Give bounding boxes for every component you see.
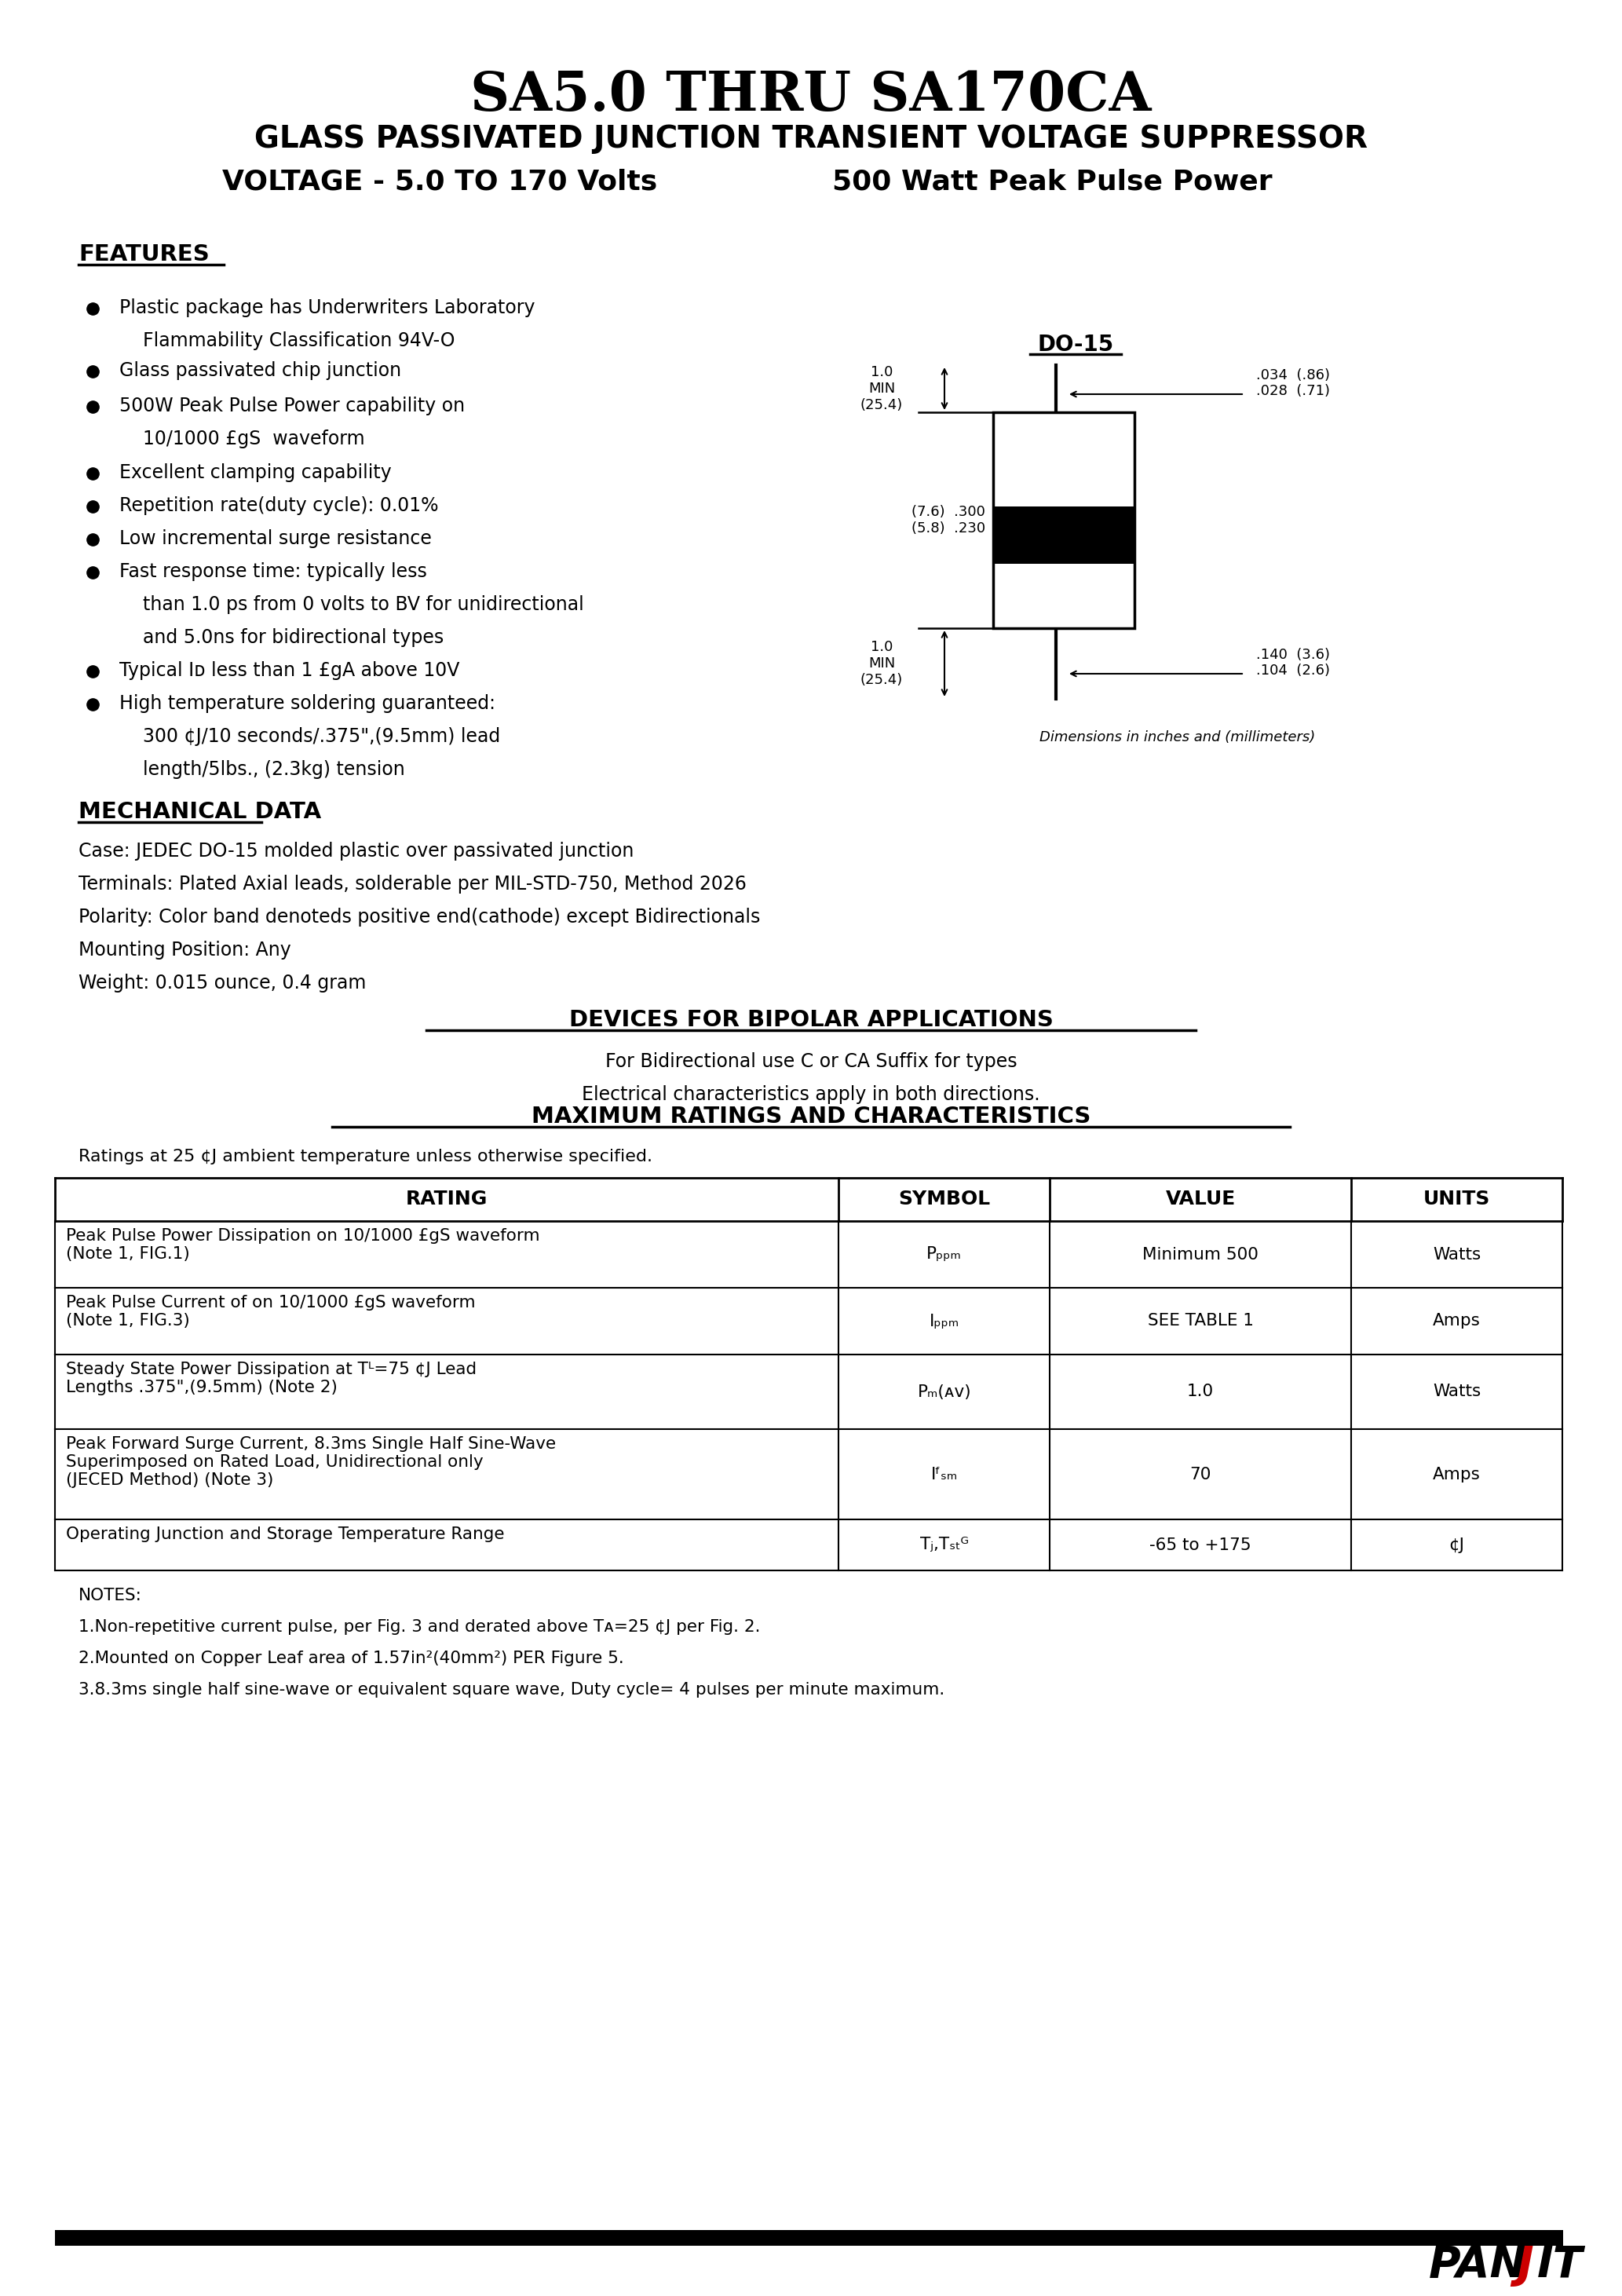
Text: High temperature soldering guaranteed:: High temperature soldering guaranteed:	[120, 693, 495, 714]
Text: MAXIMUM RATINGS AND CHARACTERISTICS: MAXIMUM RATINGS AND CHARACTERISTICS	[532, 1107, 1090, 1127]
Text: 10/1000 £gS  waveform: 10/1000 £gS waveform	[120, 429, 365, 448]
Text: length/5lbs., (2.3kg) tension: length/5lbs., (2.3kg) tension	[120, 760, 406, 778]
Text: NOTES:: NOTES:	[78, 1589, 143, 1603]
Text: Repetition rate(duty cycle): 0.01%: Repetition rate(duty cycle): 0.01%	[120, 496, 438, 514]
Bar	[993, 507, 1134, 565]
Text: Low incremental surge resistance: Low incremental surge resistance	[120, 530, 431, 549]
Text: Fast response time: typically less: Fast response time: typically less	[120, 563, 427, 581]
Text: VOLTAGE - 5.0 TO 170 Volts: VOLTAGE - 5.0 TO 170 Volts	[222, 170, 657, 195]
Text: Terminals: Plated Axial leads, solderable per MIL-STD-750, Method 2026: Terminals: Plated Axial leads, solderabl…	[78, 875, 746, 893]
Text: GLASS PASSIVATED JUNCTION TRANSIENT VOLTAGE SUPPRESSOR: GLASS PASSIVATED JUNCTION TRANSIENT VOLT…	[255, 124, 1367, 154]
Text: Weight: 0.015 ounce, 0.4 gram: Weight: 0.015 ounce, 0.4 gram	[78, 974, 367, 992]
Text: -65 to +175: -65 to +175	[1150, 1536, 1252, 1552]
Text: .140  (3.6)
.104  (2.6): .140 (3.6) .104 (2.6)	[1255, 647, 1330, 677]
Text: VALUE: VALUE	[1166, 1189, 1236, 1210]
Text: Amps: Amps	[1432, 1313, 1481, 1329]
Text: (7.6)  .300
(5.8)  .230: (7.6) .300 (5.8) .230	[912, 505, 985, 535]
Text: For Bidirectional use C or CA Suffix for types: For Bidirectional use C or CA Suffix for…	[605, 1052, 1017, 1070]
Text: 1.0
MIN
(25.4): 1.0 MIN (25.4)	[860, 641, 903, 687]
Text: UNITS: UNITS	[1422, 1189, 1491, 1210]
Text: 500 Watt Peak Pulse Power: 500 Watt Peak Pulse Power	[832, 170, 1272, 195]
Text: Watts: Watts	[1432, 1384, 1481, 1401]
Text: MECHANICAL DATA: MECHANICAL DATA	[78, 801, 321, 822]
Text: DEVICES FOR BIPOLAR APPLICATIONS: DEVICES FOR BIPOLAR APPLICATIONS	[569, 1008, 1053, 1031]
Bar	[993, 413, 1134, 629]
Text: IT: IT	[1538, 2243, 1583, 2287]
Text: Dimensions in inches and (millimeters): Dimensions in inches and (millimeters)	[1040, 730, 1315, 744]
Text: Tⱼ,Tₛₜᴳ: Tⱼ,Tₛₜᴳ	[920, 1536, 968, 1552]
Text: Peak Pulse Current of on 10/1000 £gS waveform
(Note 1, FIG.3): Peak Pulse Current of on 10/1000 £gS wav…	[67, 1295, 475, 1329]
Text: Operating Junction and Storage Temperature Range: Operating Junction and Storage Temperatu…	[67, 1527, 504, 1543]
Text: Ratings at 25 ¢J ambient temperature unless otherwise specified.: Ratings at 25 ¢J ambient temperature unl…	[78, 1148, 652, 1164]
Text: than 1.0 ps from 0 volts to BV for unidirectional: than 1.0 ps from 0 volts to BV for unidi…	[120, 595, 584, 613]
Text: SYMBOL: SYMBOL	[899, 1189, 991, 1210]
Text: Peak Pulse Power Dissipation on 10/1000 £gS waveform
(Note 1, FIG.1): Peak Pulse Power Dissipation on 10/1000 …	[67, 1228, 540, 1263]
Text: 1.Non-repetitive current pulse, per Fig. 3 and derated above Tᴀ=25 ¢J per Fig. 2: 1.Non-repetitive current pulse, per Fig.…	[78, 1619, 761, 1635]
Text: Mounting Position: Any: Mounting Position: Any	[78, 941, 290, 960]
Text: Flammability Classification 94V-O: Flammability Classification 94V-O	[120, 331, 454, 351]
Text: Amps: Amps	[1432, 1467, 1481, 1483]
Text: J: J	[1517, 2243, 1533, 2287]
Text: Minimum 500: Minimum 500	[1142, 1247, 1259, 1263]
Text: RATING: RATING	[406, 1189, 488, 1210]
Text: SEE TABLE 1: SEE TABLE 1	[1148, 1313, 1254, 1329]
Bar	[55, 2229, 1564, 2245]
Text: SA5.0 THRU SA170CA: SA5.0 THRU SA170CA	[470, 69, 1152, 122]
Text: Polarity: Color band denoteds positive end(cathode) except Bidirectionals: Polarity: Color band denoteds positive e…	[78, 907, 761, 928]
Text: 70: 70	[1191, 1467, 1212, 1483]
Text: Plastic package has Underwriters Laboratory: Plastic package has Underwriters Laborat…	[120, 298, 535, 317]
Text: Excellent clamping capability: Excellent clamping capability	[120, 464, 391, 482]
Text: and 5.0ns for bidirectional types: and 5.0ns for bidirectional types	[120, 629, 444, 647]
Text: Typical Iᴅ less than 1 £gA above 10V: Typical Iᴅ less than 1 £gA above 10V	[120, 661, 459, 680]
Text: Iₚₚₘ: Iₚₚₘ	[929, 1313, 959, 1329]
Text: 500W Peak Pulse Power capability on: 500W Peak Pulse Power capability on	[120, 397, 466, 416]
Text: .034  (.86)
.028  (.71): .034 (.86) .028 (.71)	[1255, 367, 1330, 400]
Text: Pₘ(ᴀᴠ): Pₘ(ᴀᴠ)	[918, 1384, 972, 1401]
Text: 1.0: 1.0	[1187, 1384, 1213, 1401]
Text: Pₚₚₘ: Pₚₚₘ	[926, 1247, 962, 1263]
Text: 3.8.3ms single half sine-wave or equivalent square wave, Duty cycle= 4 pulses pe: 3.8.3ms single half sine-wave or equival…	[78, 1683, 944, 1697]
Text: Iᶠₛₘ: Iᶠₛₘ	[931, 1467, 957, 1483]
Text: 2.Mounted on Copper Leaf area of 1.57in²(40mm²) PER Figure 5.: 2.Mounted on Copper Leaf area of 1.57in²…	[78, 1651, 624, 1667]
Text: FEATURES: FEATURES	[78, 243, 209, 266]
Text: DO-15: DO-15	[1038, 333, 1114, 356]
Text: 1.0
MIN
(25.4): 1.0 MIN (25.4)	[860, 365, 903, 411]
Text: Peak Forward Surge Current, 8.3ms Single Half Sine-Wave
Superimposed on Rated Lo: Peak Forward Surge Current, 8.3ms Single…	[67, 1437, 556, 1488]
Text: Case: JEDEC DO-15 molded plastic over passivated junction: Case: JEDEC DO-15 molded plastic over pa…	[78, 843, 634, 861]
Text: 300 ¢J/10 seconds/.375",(9.5mm) lead: 300 ¢J/10 seconds/.375",(9.5mm) lead	[120, 728, 500, 746]
Text: Watts: Watts	[1432, 1247, 1481, 1263]
Text: PAN: PAN	[1429, 2243, 1526, 2287]
Text: Electrical characteristics apply in both directions.: Electrical characteristics apply in both…	[582, 1086, 1040, 1104]
Text: Glass passivated chip junction: Glass passivated chip junction	[120, 360, 401, 381]
Text: Steady State Power Dissipation at Tᴸ=75 ¢J Lead
Lengths .375",(9.5mm) (Note 2): Steady State Power Dissipation at Tᴸ=75 …	[67, 1362, 477, 1396]
Text: ¢J: ¢J	[1448, 1536, 1465, 1552]
